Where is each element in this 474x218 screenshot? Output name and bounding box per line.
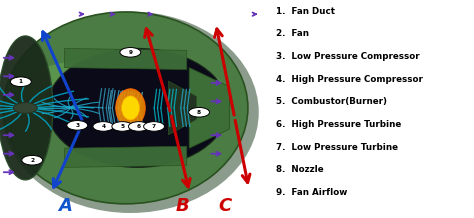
Ellipse shape bbox=[3, 12, 248, 204]
Text: A: A bbox=[58, 197, 73, 215]
Text: 3.  Low Pressure Compressor: 3. Low Pressure Compressor bbox=[276, 52, 419, 61]
Text: 6: 6 bbox=[137, 124, 141, 129]
Circle shape bbox=[93, 122, 114, 131]
Ellipse shape bbox=[121, 96, 139, 120]
Polygon shape bbox=[189, 68, 229, 148]
Text: 6.  High Pressure Turbine: 6. High Pressure Turbine bbox=[276, 120, 401, 129]
Circle shape bbox=[112, 122, 133, 131]
Text: 2.  Fan: 2. Fan bbox=[276, 29, 309, 38]
Circle shape bbox=[67, 121, 88, 130]
Text: 9.  Fan Airflow: 9. Fan Airflow bbox=[276, 188, 347, 197]
Text: 3: 3 bbox=[75, 123, 79, 128]
Polygon shape bbox=[168, 81, 197, 135]
Text: 1: 1 bbox=[19, 79, 23, 84]
Text: 4: 4 bbox=[101, 124, 105, 129]
Circle shape bbox=[10, 77, 31, 87]
Ellipse shape bbox=[0, 36, 53, 180]
Text: 8: 8 bbox=[197, 110, 201, 115]
Circle shape bbox=[22, 155, 43, 165]
Ellipse shape bbox=[116, 89, 145, 127]
Text: 2: 2 bbox=[30, 158, 34, 163]
Text: B: B bbox=[175, 197, 190, 215]
Polygon shape bbox=[64, 146, 187, 167]
Text: 1.  Fan Duct: 1. Fan Duct bbox=[276, 7, 335, 15]
Text: 5: 5 bbox=[120, 124, 124, 129]
Text: 5.  Combustor(Burner): 5. Combustor(Burner) bbox=[276, 97, 387, 106]
Text: 7: 7 bbox=[152, 124, 156, 129]
Text: 7.  Low Pressure Turbine: 7. Low Pressure Turbine bbox=[276, 143, 398, 152]
Ellipse shape bbox=[2, 12, 259, 213]
Circle shape bbox=[128, 122, 149, 131]
Circle shape bbox=[189, 107, 210, 117]
Text: C: C bbox=[219, 197, 232, 215]
Circle shape bbox=[120, 48, 141, 57]
Polygon shape bbox=[64, 48, 187, 70]
Text: 9: 9 bbox=[128, 50, 132, 55]
Ellipse shape bbox=[47, 48, 228, 167]
Ellipse shape bbox=[17, 57, 225, 124]
Text: 8.  Nozzle: 8. Nozzle bbox=[276, 165, 323, 174]
Text: 4.  High Pressure Compressor: 4. High Pressure Compressor bbox=[276, 75, 423, 83]
Circle shape bbox=[144, 122, 164, 131]
Circle shape bbox=[13, 102, 37, 113]
